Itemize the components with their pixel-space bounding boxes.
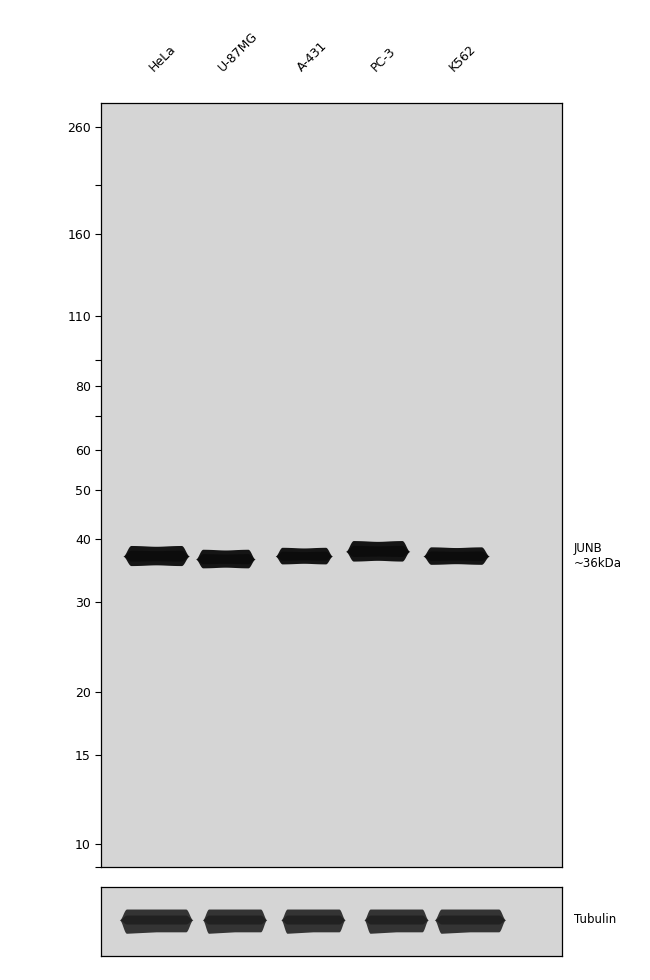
Text: PC-3: PC-3 — [369, 45, 398, 74]
Text: HeLa: HeLa — [147, 43, 179, 74]
Text: A-431: A-431 — [294, 39, 330, 74]
Text: U-87MG: U-87MG — [216, 29, 261, 74]
Text: Tubulin: Tubulin — [574, 913, 616, 926]
Text: K562: K562 — [447, 43, 478, 74]
Text: JUNB
~36kDa: JUNB ~36kDa — [574, 542, 622, 570]
